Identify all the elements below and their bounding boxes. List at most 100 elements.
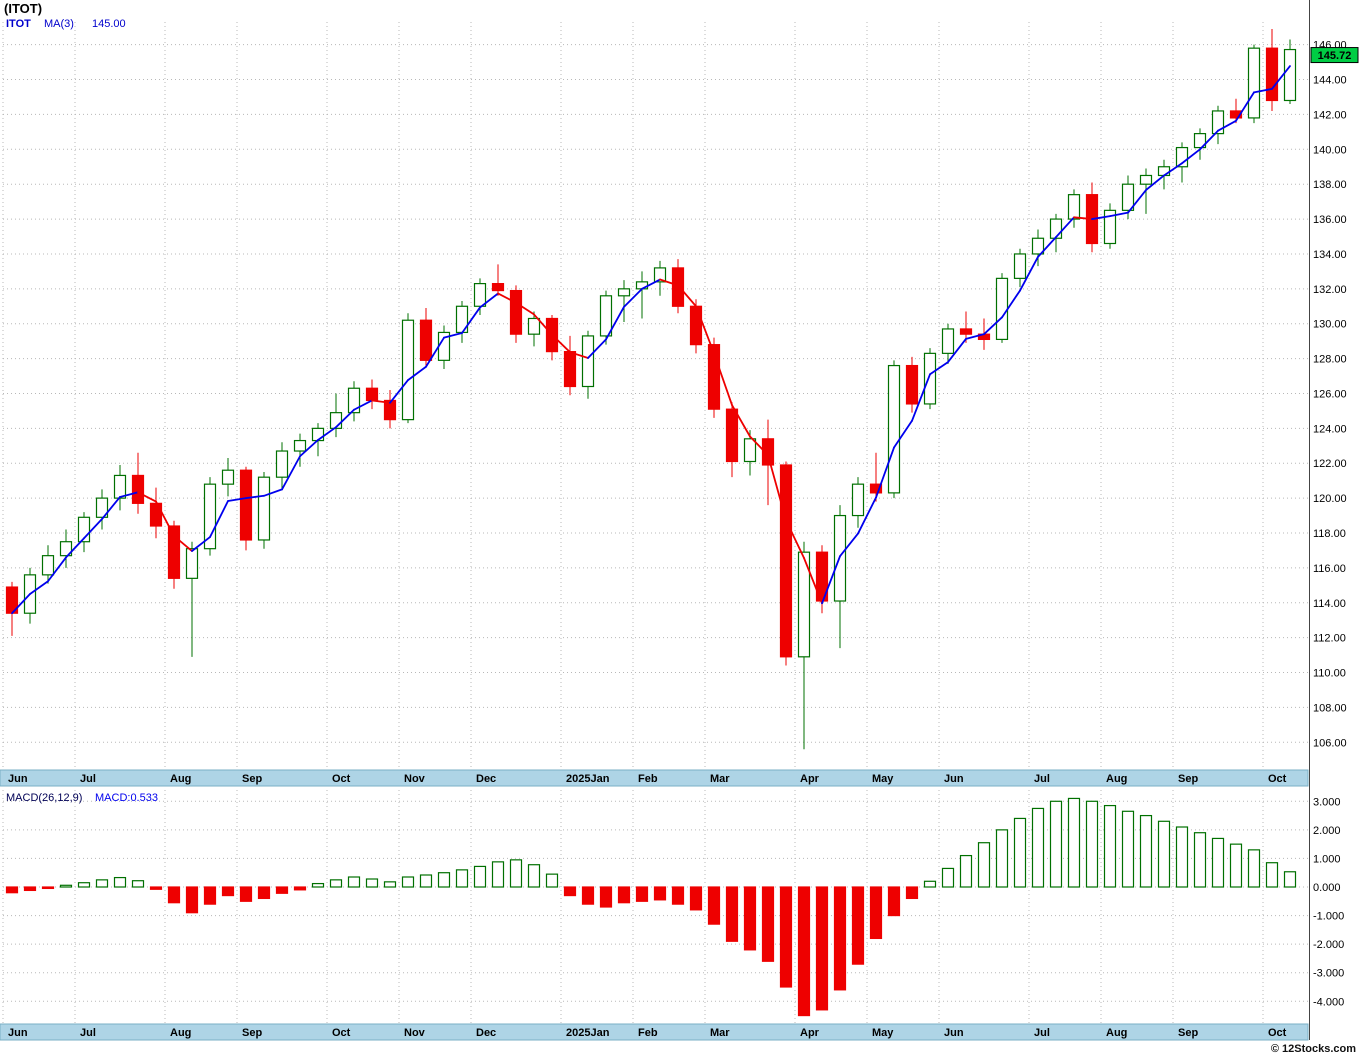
macd-bar-positive <box>1121 810 1135 888</box>
candle-body-up <box>473 283 487 307</box>
month-label: Feb <box>638 773 658 785</box>
macd-bar-positive <box>1211 837 1225 888</box>
month-label: Feb <box>638 1027 658 1039</box>
price-tick-label: 142.00 <box>1313 109 1347 121</box>
month-label: Jul <box>1034 773 1050 785</box>
ma-line-segment <box>335 408 355 429</box>
candle-body-up <box>95 497 109 518</box>
candle-body-down <box>149 502 163 527</box>
macd-bar-positive <box>77 882 91 888</box>
ma-line-segment <box>695 305 715 355</box>
macd-tick-label: 0.000 <box>1313 882 1341 894</box>
macd-bar-positive <box>923 880 937 888</box>
ma-line-segment <box>263 488 283 497</box>
candle-body-up <box>275 450 289 478</box>
macd-bar-positive <box>1229 843 1243 888</box>
candle-body-down <box>725 408 739 463</box>
month-label: Jun <box>944 1027 964 1039</box>
macd-bar-negative <box>743 886 757 951</box>
month-label: Aug <box>170 1027 191 1039</box>
macd-bar-negative <box>725 886 739 942</box>
candle-body-up <box>1067 194 1081 220</box>
macd-bar-positive <box>1067 797 1081 888</box>
macd-bar-negative <box>653 886 667 901</box>
ma-line-segment <box>83 518 103 540</box>
price-tick-label: 128.00 <box>1313 354 1347 366</box>
ma-line-segment <box>1253 87 1273 94</box>
candle-body-up <box>401 319 415 421</box>
ma-line-segment <box>821 555 841 605</box>
ma-line-segment <box>137 491 157 503</box>
macd-bar-negative <box>581 886 595 905</box>
candle-body-up <box>203 483 217 550</box>
candle-body-up <box>77 516 91 543</box>
macd-bar-positive <box>491 861 505 888</box>
candle-body-down <box>869 483 883 494</box>
candle-body-down <box>761 438 775 466</box>
month-label: Jun <box>944 773 964 785</box>
ma-line-segment <box>1073 216 1093 220</box>
ma-line-segment <box>1271 65 1291 90</box>
ma-line-segment <box>929 361 949 376</box>
month-label: Jun <box>8 1027 28 1039</box>
ma-line-segment <box>641 278 661 290</box>
month-label: Apr <box>800 1027 820 1039</box>
candle-body-up <box>185 548 199 579</box>
month-label: Sep <box>1178 773 1198 785</box>
candle-body-up <box>1013 253 1027 279</box>
macd-bar-positive <box>1103 804 1117 888</box>
candle-body-up <box>311 427 325 442</box>
macd-bar-negative <box>851 886 865 965</box>
ma-line-segment <box>1181 148 1201 165</box>
month-label: Mar <box>710 1027 730 1039</box>
macd-bar-negative <box>869 886 883 940</box>
ma-line-segment <box>1001 289 1021 319</box>
ma-line-segment <box>947 337 967 363</box>
macd-bar-positive <box>959 854 973 888</box>
month-label: Sep <box>1178 1027 1198 1039</box>
ma-line-segment <box>371 399 391 404</box>
candle-body-up <box>1247 47 1261 119</box>
ma-line-segment <box>245 494 265 500</box>
candle-body-up <box>293 439 307 452</box>
price-tick-label: 132.00 <box>1313 284 1347 296</box>
ma-line-segment <box>875 446 895 499</box>
ma-line-segment <box>173 534 193 552</box>
ma-line-segment <box>353 399 373 411</box>
month-label: Oct <box>1268 1027 1287 1039</box>
price-tick-label: 116.00 <box>1313 563 1346 575</box>
ma-line-segment <box>1019 255 1039 292</box>
price-tick-label: 114.00 <box>1313 598 1346 610</box>
candle-body-up <box>1049 218 1063 239</box>
month-label: Aug <box>1106 773 1127 785</box>
macd-bar-positive <box>401 876 415 888</box>
ma-line-segment <box>587 338 607 359</box>
month-label: Nov <box>404 773 426 785</box>
ma-line-segment <box>659 278 679 287</box>
candle-body-up <box>527 317 541 335</box>
candle-body-up <box>1157 166 1171 177</box>
ma-line-segment <box>11 593 31 615</box>
month-label: Jul <box>1034 1027 1050 1039</box>
candle-body-down <box>1229 110 1243 119</box>
month-label: Oct <box>332 1027 351 1039</box>
macd-bar-positive <box>1247 849 1261 888</box>
candle-body-down <box>707 344 721 410</box>
ma-line-segment <box>101 496 121 520</box>
candle-body-up <box>1103 209 1117 245</box>
month-label: Sep <box>242 1027 262 1039</box>
month-label: Apr <box>800 773 820 785</box>
price-tick-label: 110.00 <box>1313 668 1346 680</box>
legend-ma-value: 145.00 <box>92 18 126 30</box>
macd-bar-positive <box>437 872 451 888</box>
candle-body-up <box>797 551 811 658</box>
macd-tick-label: 1.000 <box>1313 853 1341 865</box>
candle-body-down <box>365 387 379 402</box>
macd-bar-negative <box>905 886 919 900</box>
candle-body-up <box>851 483 865 517</box>
macd-bar-positive <box>1139 814 1153 888</box>
legend-symbol: ITOT <box>6 18 31 30</box>
candle-body-down <box>383 399 397 421</box>
macd-bar-negative <box>185 886 199 914</box>
macd-bar-positive <box>1031 807 1045 888</box>
